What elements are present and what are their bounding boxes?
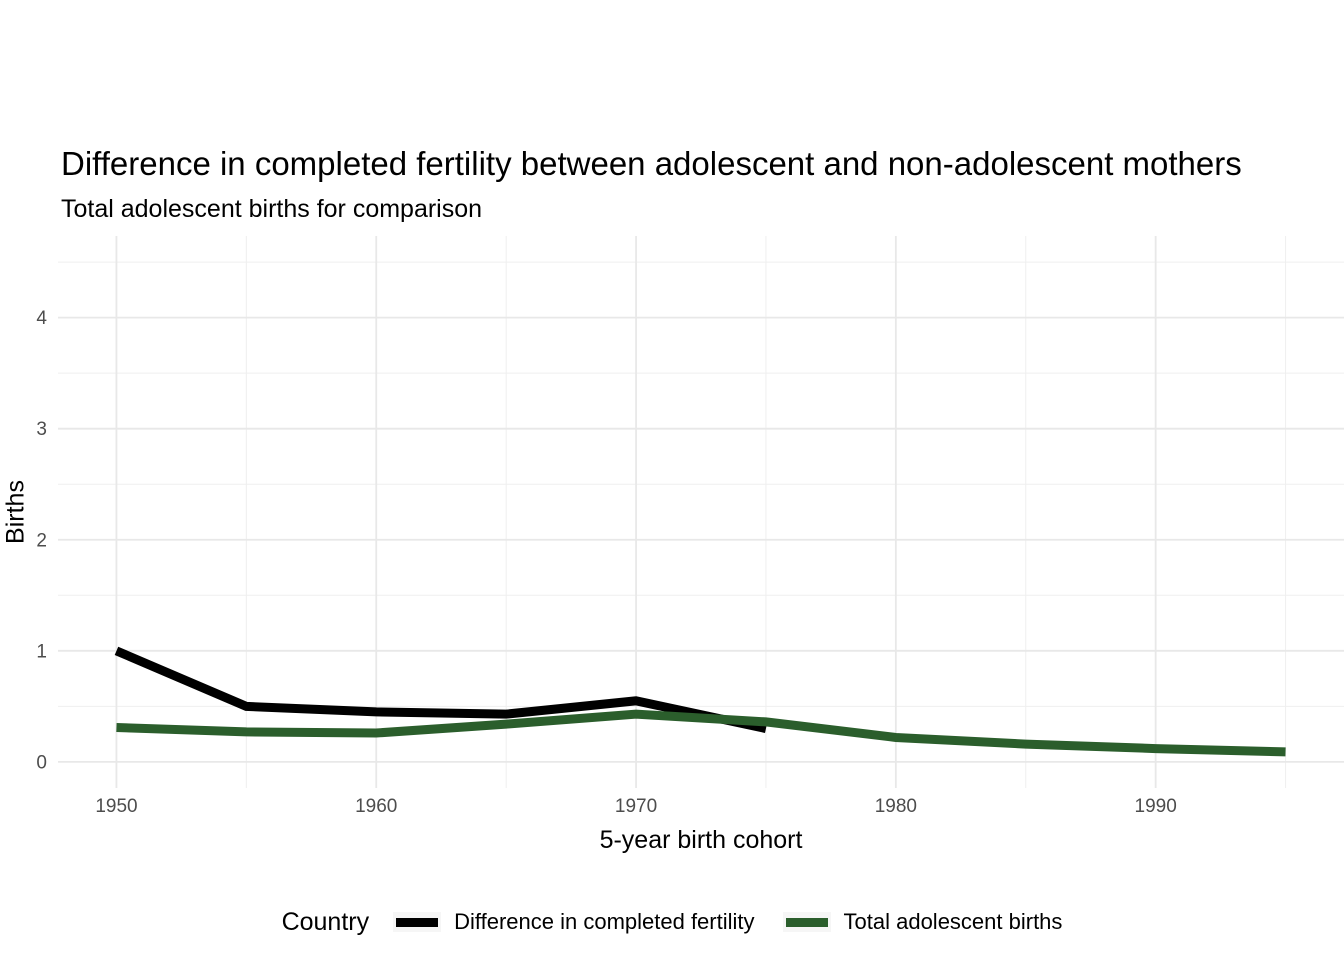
y-tick-label: 4 xyxy=(36,308,47,329)
y-tick-label: 2 xyxy=(36,530,47,551)
y-axis-title: Births xyxy=(1,480,30,544)
legend-item-label: Difference in completed fertility xyxy=(454,909,755,934)
x-tick-label: 1980 xyxy=(875,796,917,817)
chart-title: Difference in completed fertility betwee… xyxy=(61,145,1242,182)
y-tick-label: 1 xyxy=(36,641,47,662)
legend-key-1 xyxy=(782,912,831,932)
legend-item-1: Total adolescent births xyxy=(782,909,1063,935)
legend-item-label: Total adolescent births xyxy=(843,909,1063,934)
series-line-0 xyxy=(114,646,767,733)
x-tick-label: 1990 xyxy=(1135,796,1177,817)
legend-swatch-icon xyxy=(396,917,439,927)
legend: Country Difference in completed fertilit… xyxy=(0,902,1344,942)
y-tick-label: 3 xyxy=(36,419,47,440)
legend-title: Country xyxy=(281,907,370,936)
legend-swatch-icon xyxy=(785,917,828,927)
legend-items: Difference in completed fertility Total a… xyxy=(393,909,1062,935)
y-tick-label: 0 xyxy=(36,752,47,773)
x-axis-title: 5-year birth cohort xyxy=(599,826,803,854)
x-tick-label: 1950 xyxy=(95,796,137,817)
series-line-1 xyxy=(116,709,1286,757)
x-tick-label: 1970 xyxy=(615,796,657,817)
legend-key-0 xyxy=(393,912,442,932)
legend-item-0: Difference in completed fertility xyxy=(393,909,755,935)
chart-subtitle: Total adolescent births for comparison xyxy=(61,195,483,223)
x-tick-label: 1960 xyxy=(355,796,397,817)
